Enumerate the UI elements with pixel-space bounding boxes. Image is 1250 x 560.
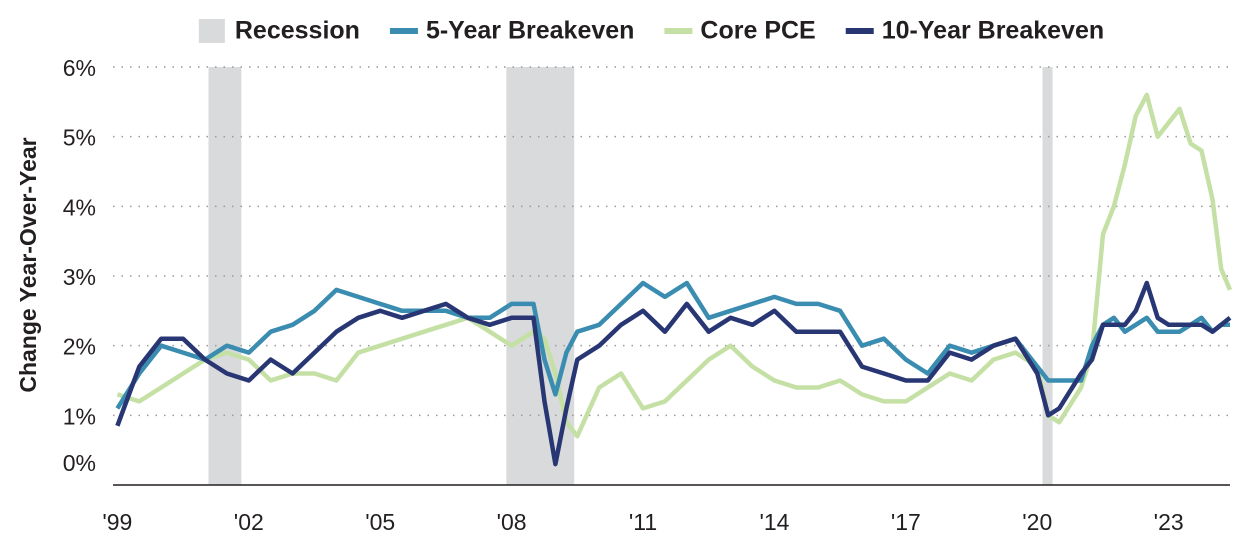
legend-label: Recession (235, 17, 360, 45)
x-tick-label: '99 (102, 509, 132, 535)
x-tick-label: '05 (365, 509, 395, 535)
legend-label: Core PCE (700, 17, 815, 45)
y-tick-label: 3% (63, 264, 96, 290)
x-tick-label: '11 (629, 509, 657, 535)
x-tick-label: '23 (1154, 509, 1184, 535)
x-tick-label: '08 (497, 509, 527, 535)
x-tick-label: '20 (1022, 509, 1052, 535)
y-tick-label: 0% (63, 450, 96, 476)
y-tick-label: 1% (63, 403, 96, 429)
series-line (116, 92, 1233, 439)
x-tick-label: '17 (891, 509, 921, 535)
y-tick-label: 6% (63, 55, 96, 81)
legend-swatch (198, 19, 225, 43)
recession-band (1042, 67, 1053, 485)
y-tick-label: 5% (63, 125, 96, 151)
y-tick-label: 4% (63, 194, 96, 220)
y-tick-label: 2% (63, 334, 96, 360)
series-line (115, 280, 1232, 467)
legend-label: 5-Year Breakeven (426, 17, 634, 45)
x-tick-label: '02 (234, 509, 264, 535)
series-line (115, 280, 1230, 410)
legend-label: 10-Year Breakeven (882, 17, 1104, 45)
y-axis-title: Change Year-Over-Year (15, 137, 41, 392)
x-tick-label: '14 (759, 509, 789, 535)
